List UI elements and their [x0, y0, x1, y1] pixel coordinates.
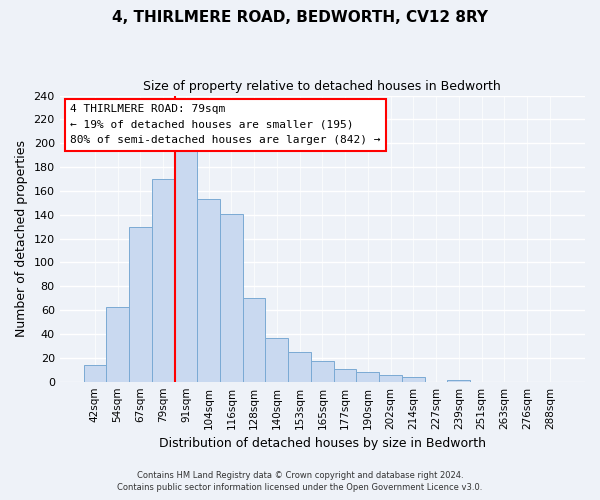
Bar	[220, 214, 243, 382]
Bar	[448, 380, 470, 382]
Bar	[311, 362, 334, 382]
Bar	[334, 368, 356, 382]
Text: Contains HM Land Registry data © Crown copyright and database right 2024.
Contai: Contains HM Land Registry data © Crown c…	[118, 471, 482, 492]
Y-axis label: Number of detached properties: Number of detached properties	[15, 140, 28, 337]
Bar	[265, 338, 288, 382]
Title: Size of property relative to detached houses in Bedworth: Size of property relative to detached ho…	[143, 80, 501, 93]
Bar	[129, 226, 152, 382]
Text: 4 THIRLMERE ROAD: 79sqm
← 19% of detached houses are smaller (195)
80% of semi-d: 4 THIRLMERE ROAD: 79sqm ← 19% of detache…	[70, 104, 380, 146]
Text: 4, THIRLMERE ROAD, BEDWORTH, CV12 8RY: 4, THIRLMERE ROAD, BEDWORTH, CV12 8RY	[112, 10, 488, 25]
Bar	[83, 365, 106, 382]
Bar	[197, 200, 220, 382]
X-axis label: Distribution of detached houses by size in Bedworth: Distribution of detached houses by size …	[159, 437, 486, 450]
Bar	[106, 306, 129, 382]
Bar	[152, 179, 175, 382]
Bar	[243, 298, 265, 382]
Bar	[288, 352, 311, 382]
Bar	[379, 374, 402, 382]
Bar	[402, 377, 425, 382]
Bar	[356, 372, 379, 382]
Bar	[175, 143, 197, 382]
